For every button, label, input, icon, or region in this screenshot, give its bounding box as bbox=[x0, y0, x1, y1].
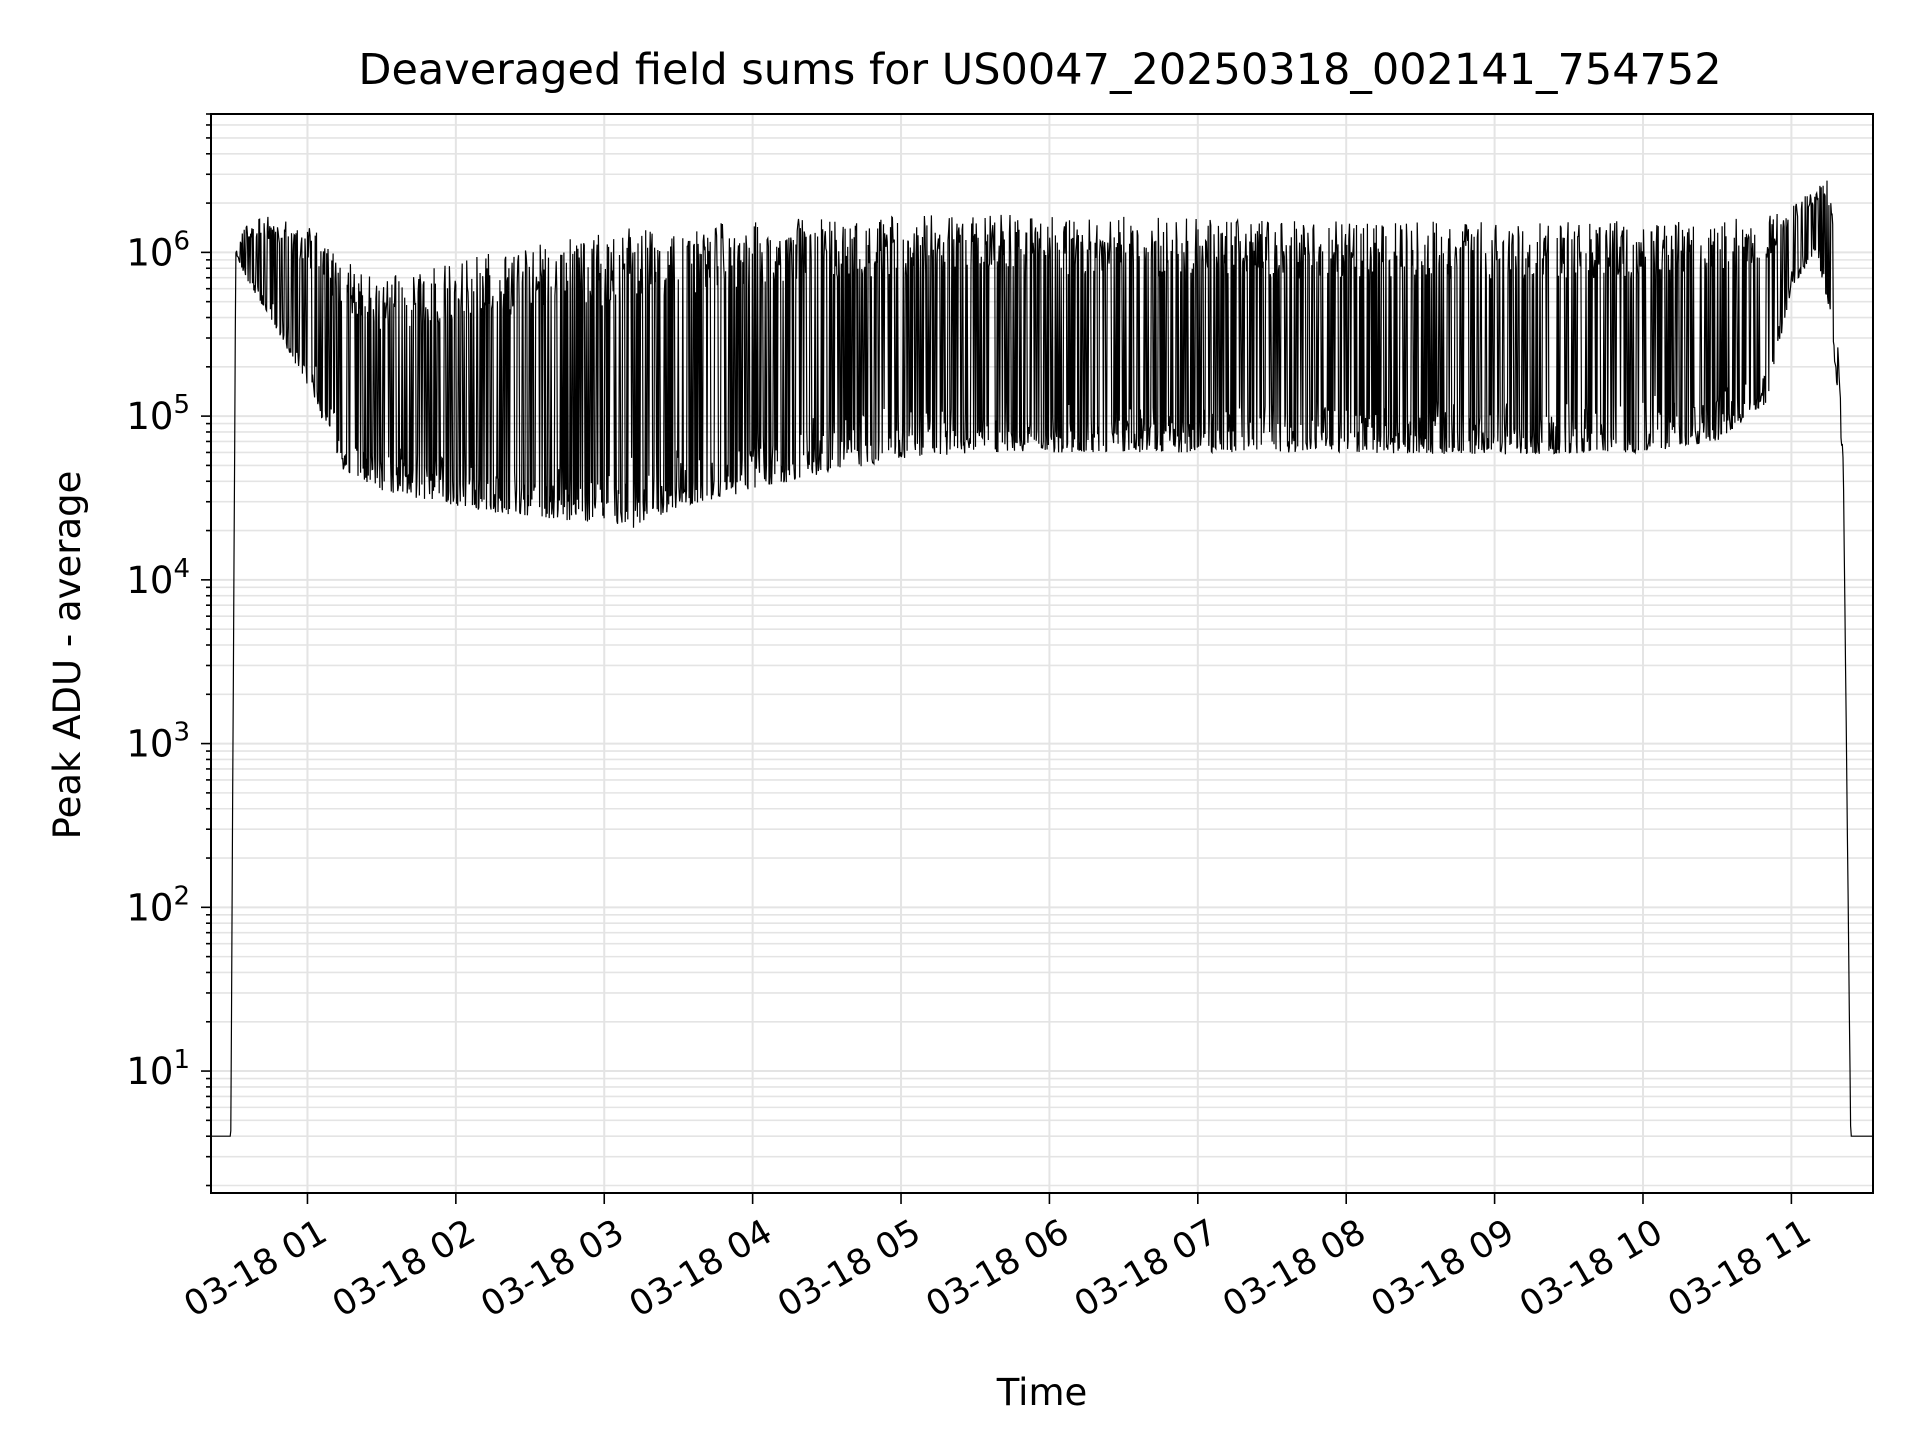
x-tick-label: 03-18 05 bbox=[771, 1212, 927, 1325]
y-tick-label: 105 bbox=[126, 390, 190, 438]
y-axis: 101 102 103 104 105 106 bbox=[126, 113, 211, 1187]
x-axis-label: Time bbox=[996, 1371, 1088, 1414]
x-tick-label: 03-18 02 bbox=[326, 1212, 482, 1325]
y-tick-label: 103 bbox=[126, 718, 190, 766]
series-line bbox=[211, 180, 1873, 1137]
y-tick-label: 102 bbox=[126, 881, 190, 929]
x-tick-label: 03-18 08 bbox=[1216, 1212, 1372, 1325]
x-tick-label: 03-18 04 bbox=[623, 1212, 779, 1325]
x-tick-label: 03-18 01 bbox=[178, 1212, 334, 1325]
y-tick-label: 106 bbox=[126, 226, 190, 274]
x-tick-label: 03-18 06 bbox=[920, 1212, 1076, 1325]
chart-title: Deaveraged field sums for US0047_2025031… bbox=[358, 45, 1721, 95]
y-tick-label: 101 bbox=[126, 1045, 190, 1093]
x-tick-label: 03-18 10 bbox=[1513, 1212, 1669, 1325]
y-tick-label: 104 bbox=[126, 554, 190, 602]
x-tick-label: 03-18 03 bbox=[474, 1212, 630, 1325]
y-axis-label: Peak ADU - average bbox=[46, 471, 89, 840]
x-tick-label: 03-18 07 bbox=[1068, 1212, 1224, 1325]
x-tick-label: 03-18 11 bbox=[1662, 1212, 1818, 1325]
series-trace bbox=[211, 180, 1873, 1137]
x-tick-label: 03-18 09 bbox=[1365, 1212, 1521, 1325]
plot-frame bbox=[210, 113, 1874, 1194]
